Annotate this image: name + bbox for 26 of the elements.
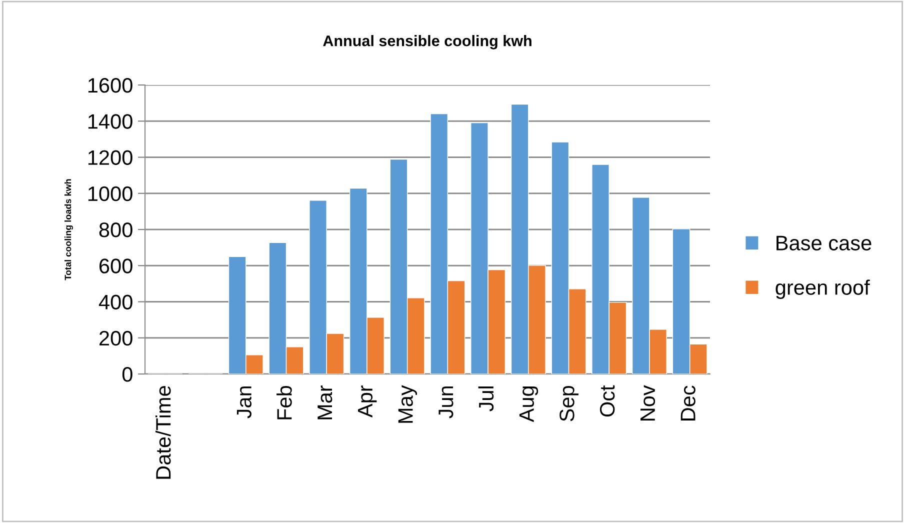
- x-tick-label: Apr: [358, 385, 377, 418]
- y-tick-label: 1200: [88, 150, 132, 166]
- y-tick-label: 1600: [88, 78, 132, 93]
- y-tick-label: 1000: [88, 186, 132, 202]
- x-tick-label: Dec: [680, 386, 696, 420]
- x-tick-label: Mar: [318, 385, 332, 420]
- x-tick-label: Aug: [519, 386, 538, 422]
- chart-title: Annual sensible cooling kwh: [323, 35, 532, 50]
- x-tick-label: Jan: [236, 386, 252, 418]
- x-tick-label: May: [398, 385, 418, 423]
- x-tick-label: Jul: [478, 386, 494, 412]
- y-tick-label: 0: [122, 367, 132, 382]
- y-tick-label: 800: [99, 222, 132, 238]
- x-tick-label: Feb: [276, 386, 292, 420]
- y-tick-label: 200: [99, 330, 132, 346]
- legend-label: Base case: [776, 236, 872, 250]
- x-tick-label: Sep: [560, 386, 578, 422]
- y-axis-title: Total cooling loads kwh: [64, 179, 73, 280]
- x-tick-label: Jun: [438, 386, 454, 418]
- y-tick-label: 1400: [88, 114, 132, 129]
- y-tick-label: 600: [99, 258, 132, 274]
- legend-label: green roof: [776, 280, 870, 299]
- x-tick-label: Nov: [640, 385, 656, 420]
- y-tick-label: 400: [98, 294, 132, 310]
- x-tick-label: Date/Time: [155, 386, 171, 479]
- x-tick-label: Oct: [600, 385, 615, 417]
